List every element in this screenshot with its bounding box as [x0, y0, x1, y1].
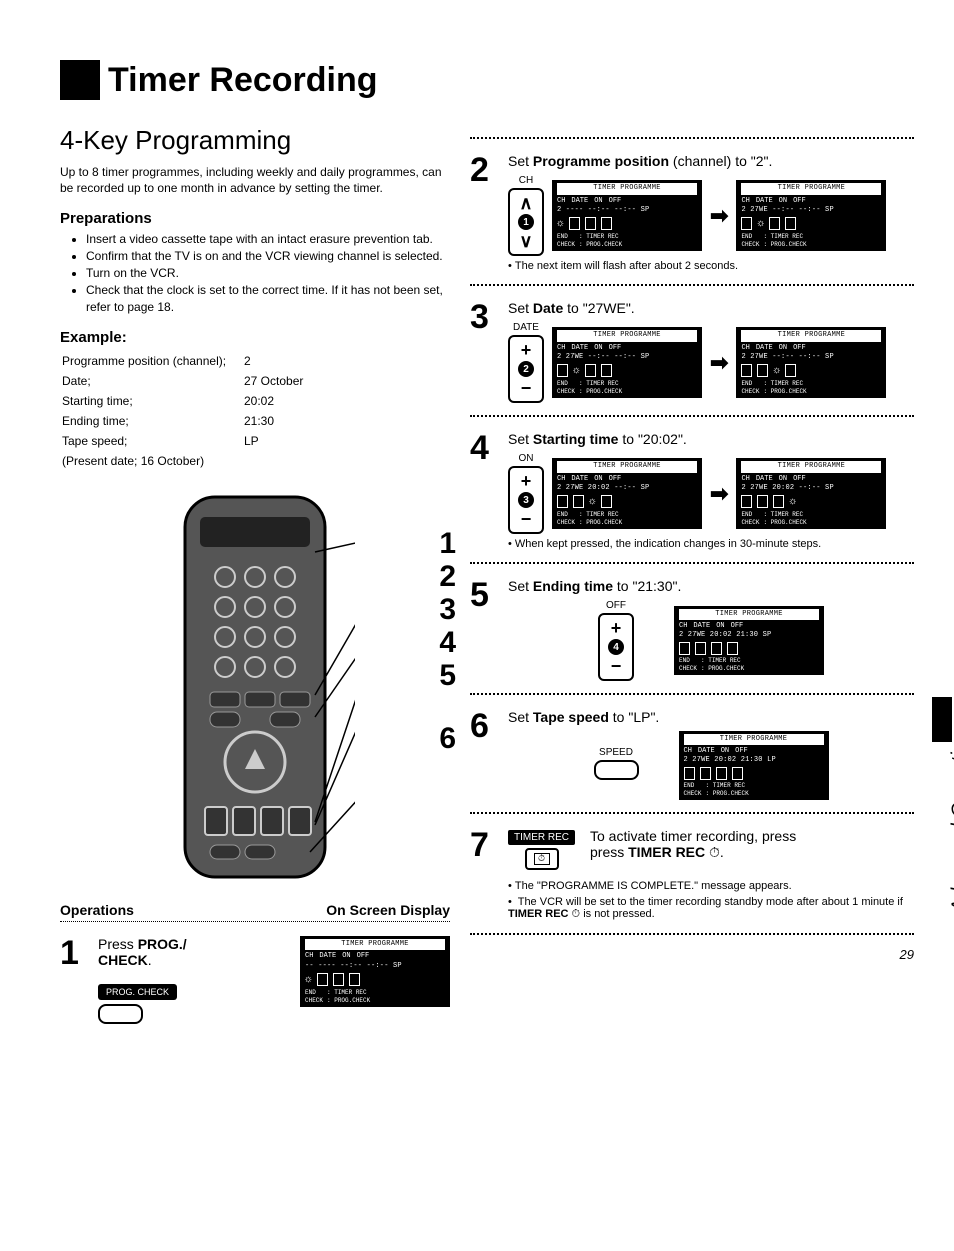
osd-step1: TIMER PROGRAMME CHDATEONOFF -- ---- --:-…: [300, 936, 450, 1006]
osd-step2b: TIMER PROGRAMME CHDATEONOFF 2 27WE --:--…: [736, 180, 886, 250]
title-marker: [60, 60, 100, 100]
ch-key[interactable]: ∧ 1 ∨: [508, 188, 544, 256]
step-1: 1 Press PROG./ CHECK. PROG. CHECK TIMER …: [60, 936, 450, 1027]
osd-step3b: TIMER PROGRAMME CHDATEONOFF 2 27WE --:--…: [736, 327, 886, 397]
prep-item: Confirm that the TV is on and the VCR vi…: [86, 248, 450, 265]
date-key[interactable]: + 2 −: [508, 335, 544, 403]
page-number: 29: [470, 947, 914, 962]
timer-rec-label: TIMER REC: [508, 830, 575, 845]
prep-list: Insert a video cassette tape with an int…: [86, 231, 450, 315]
on-key[interactable]: + 3 −: [508, 466, 544, 534]
off-key[interactable]: + 4 −: [598, 613, 634, 681]
example-table: Programme position (channel);2 Date;27 O…: [60, 350, 305, 472]
osd-step2a: TIMER PROGRAMME CHDATEONOFF 2 ---- --:--…: [552, 180, 702, 250]
osd-step4b: TIMER PROGRAMME CHDATEONOFF 2 27WE 20:02…: [736, 458, 886, 528]
osd-step4a: TIMER PROGRAMME CHDATEONOFF 2 27WE 20:02…: [552, 458, 702, 528]
remote-callouts: 1 2 3 4 5 6: [439, 527, 456, 755]
step-5: 5 Set Ending time to "21:30". OFF + 4 − …: [470, 578, 914, 681]
ops-header-row: Operations On Screen Display: [60, 902, 450, 922]
step7-bullet1: The "PROGRAMME IS COMPLETE." message app…: [508, 880, 914, 892]
prep-heading: Preparations: [60, 210, 450, 227]
timer-rec-button[interactable]: ⏱: [525, 848, 559, 870]
speed-key[interactable]: [594, 760, 639, 780]
step2-note: The next item will flash after about 2 s…: [508, 260, 914, 272]
osd-step3a: TIMER PROGRAMME CHDATEONOFF 2 27WE --:--…: [552, 327, 702, 397]
example-heading: Example:: [60, 329, 450, 346]
arrow-icon: ➡: [710, 350, 728, 376]
step-7: 7 TIMER REC ⏱ To activate timer recordin…: [470, 828, 914, 921]
prog-check-button[interactable]: PROG. CHECK: [98, 984, 177, 1000]
arrow-icon: ➡: [710, 203, 728, 229]
remote-illustration: 1 2 3 4 5 6: [60, 487, 450, 887]
step-4: 4 Set Starting time to "20:02". ON + 3 −…: [470, 431, 914, 550]
step7-bullet2: The VCR will be set to the timer recordi…: [508, 896, 914, 921]
step4-note: When kept pressed, the indication change…: [508, 538, 914, 550]
step-6: 6 Set Tape speed to "LP". SPEED TIMER PR…: [470, 709, 914, 800]
step-3: 3 Set Date to "27WE". DATE + 2 − TIMER P…: [470, 300, 914, 403]
side-tab-label: Advanced Operations: [948, 720, 954, 912]
step-2: 2 Set Programme position (channel) to "2…: [470, 153, 914, 272]
osd-label: On Screen Display: [326, 902, 450, 918]
page-title: Timer Recording: [108, 61, 378, 100]
prep-item: Turn on the VCR.: [86, 265, 450, 282]
prep-item: Check that the clock is set to the corre…: [86, 282, 450, 316]
button-slot-icon: [98, 1004, 143, 1024]
osd-step6: TIMER PROGRAMME CHDATEONOFF 2 27WE 20:02…: [679, 731, 829, 800]
prep-item: Insert a video cassette tape with an int…: [86, 231, 450, 248]
intro-text: Up to 8 timer programmes, including week…: [60, 164, 450, 196]
section-subtitle: 4-Key Programming: [60, 125, 450, 156]
arrow-icon: ➡: [710, 481, 728, 507]
operations-label: Operations: [60, 902, 134, 918]
osd-step5: TIMER PROGRAMME CHDATEONOFF 2 27WE 20:02…: [674, 606, 824, 675]
